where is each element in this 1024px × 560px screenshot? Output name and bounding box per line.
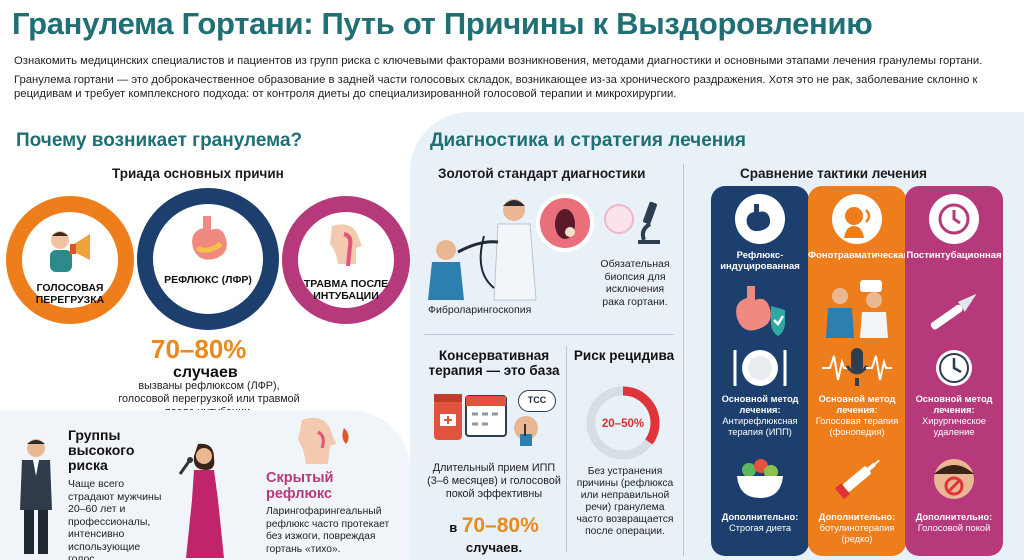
conservative-stat: в 70–80% xyxy=(424,514,564,538)
recurrence-value: 20–50% xyxy=(602,418,644,430)
conservative-percent: 70–80% xyxy=(461,514,539,537)
causes-stat-percent: 70–80% xyxy=(151,334,247,364)
laryngoscopy-scene-icon xyxy=(428,199,537,301)
intro-purpose: Ознакомить медицинских специалистов и па… xyxy=(14,55,983,67)
gold-standard-heading: Золотой стандарт диагностики xyxy=(438,166,646,181)
voice-badge-icon xyxy=(832,194,882,244)
tactic-method-reflux: Основной метод лечения: Антирефлюксная те… xyxy=(715,394,805,438)
recurrence-heading: Риск рецидива xyxy=(573,348,675,363)
tactic-name-phono: Фонотравматическая xyxy=(808,250,909,261)
head-profile-icon xyxy=(298,417,349,464)
microscope-icon xyxy=(638,201,660,244)
tactic-name-reflux: Рефлюкс-индуцированная xyxy=(720,250,800,272)
causes-heading: Почему возникает гранулема? xyxy=(16,130,303,151)
recurrence-desc: Без устранения причины (рефлюкса или неп… xyxy=(576,466,674,537)
scalpel-icon xyxy=(930,293,977,330)
therapy-session-icon xyxy=(826,280,888,338)
cause-label-voice: ГОЛОСОВАЯ ПЕРЕГРУЗКА xyxy=(35,282,105,306)
vertical-divider xyxy=(683,164,684,556)
salad-bowl-icon xyxy=(737,459,783,498)
tactic-name-postintub: Постинтубационная xyxy=(906,250,1002,261)
tactic-extra-label-phono: Дополнительно: xyxy=(818,512,896,522)
recurrence-gauge-fill xyxy=(586,386,660,460)
tactic-column-reflux: Рефлюкс-индуцированная Основной метод ле… xyxy=(711,186,809,556)
cause-label-reflux: РЕФЛЮКС (ЛФР) xyxy=(164,274,252,286)
tactic-method-value-postintub: Хирургическое удаление xyxy=(922,416,986,437)
cause-ring-reflux: РЕФЛЮКС (ЛФР) xyxy=(137,188,279,330)
megaphone-person-icon xyxy=(50,231,90,272)
plate-icon xyxy=(733,350,787,386)
diagnostics-heading: Диагностика и стратегия лечения xyxy=(430,130,747,151)
stomach-badge-icon xyxy=(735,194,785,244)
causes-stat-word: случаев xyxy=(173,364,238,381)
syringe-icon xyxy=(834,459,880,500)
tactic-extra-value-postintub: Голосовой покой xyxy=(917,523,991,533)
tactic-method-label-postintub: Основной метод лечения: xyxy=(915,394,993,415)
tactic-method-postintub: Основной метод лечения: Хирургическое уда… xyxy=(909,394,999,438)
clock-badge-icon xyxy=(929,194,979,244)
tss-bubble: ТСС xyxy=(518,390,556,412)
pills-calendar-icon xyxy=(434,394,538,446)
page-title: Гранулема Гортани: Путь от Причины к Выз… xyxy=(12,6,873,41)
microphone-icon xyxy=(822,348,892,386)
intro-definition: Гранулема гортани — это доброкачественно… xyxy=(14,74,978,100)
tactic-extra-reflux: Дополнительно: Строгая диета xyxy=(715,512,805,534)
cause-label-intubation: ТРАВМА ПОСЛЕ ИНТУБАЦИИ xyxy=(303,278,389,302)
recurrence-gauge: 20–50% xyxy=(586,386,660,460)
tactic-extra-postintub: Дополнительно: Голосовой покой xyxy=(909,512,999,534)
tactic-extra-phono: Дополнительно: ботулинотерапия (редко) xyxy=(812,512,902,545)
conservative-desc: Длительный прием ИПП (3–6 месяцев) и гол… xyxy=(427,462,561,500)
tactic-method-label-reflux: Основной метод лечения: xyxy=(721,394,799,415)
tactic-column-phono: Фонотравматическая Основной метод лечени… xyxy=(808,186,909,556)
conservative-suffix: случаев. xyxy=(465,540,523,555)
inner-divider xyxy=(566,346,567,552)
biopsy-desc: Обязательная биопсия для исключения рака… xyxy=(600,258,670,308)
tactic-method-value-reflux: Антирефлюксная терапия (ИПП) xyxy=(722,416,798,437)
fibro-label: Фиброларингоскопия xyxy=(428,304,532,316)
risk-heading: Группы высокого риска xyxy=(68,427,135,473)
stomach-shield-icon xyxy=(736,286,785,336)
conservative-heading: Консервативная терапия — это база xyxy=(428,348,560,378)
businessman-icon xyxy=(20,439,52,554)
timer-icon xyxy=(936,350,972,386)
tactic-extra-value-phono: ботулинотерапия (редко) xyxy=(819,523,895,544)
throat-anatomy-icon xyxy=(330,224,362,267)
conservative-prefix: в xyxy=(449,520,458,535)
tactic-column-postintub: Постинтубационная Основной метод лечения… xyxy=(905,186,1003,556)
tactic-extra-label-reflux: Дополнительно: xyxy=(721,512,799,522)
silence-face-icon xyxy=(934,459,974,499)
risk-desc: Чаще всего страдают мужчины 20–60 лет и … xyxy=(68,478,162,560)
triad-heading: Триада основных причин xyxy=(112,166,284,181)
cells-icon xyxy=(604,204,634,234)
tactic-method-value-phono: Голосовая терапия (фонопедия) xyxy=(815,416,899,437)
tactic-extra-label-postintub: Дополнительно: xyxy=(915,512,993,522)
cause-ring-voice: ГОЛОСОВАЯ ПЕРЕГРУЗКА xyxy=(6,196,134,324)
compare-heading: Сравнение тактики лечения xyxy=(740,166,928,181)
tactic-method-phono: Основной метод лечения: Голосовая терапия… xyxy=(812,394,902,438)
tss-label: ТСС xyxy=(527,395,547,405)
larynx-view-icon xyxy=(536,194,594,252)
singer-woman-icon xyxy=(178,443,224,558)
cause-ring-intubation: ТРАВМА ПОСЛЕ ИНТУБАЦИИ xyxy=(282,196,410,324)
hidden-reflux-heading: Скрытый рефлюкс xyxy=(266,470,334,502)
tactic-extra-value-reflux: Строгая диета xyxy=(728,523,792,533)
horizontal-divider xyxy=(424,334,674,335)
stomach-icon xyxy=(192,216,227,260)
tactic-method-label-phono: Основной метод лечения: xyxy=(818,394,896,415)
hidden-reflux-desc: Ларингофарингеальный рефлюкс часто проте… xyxy=(266,506,390,555)
